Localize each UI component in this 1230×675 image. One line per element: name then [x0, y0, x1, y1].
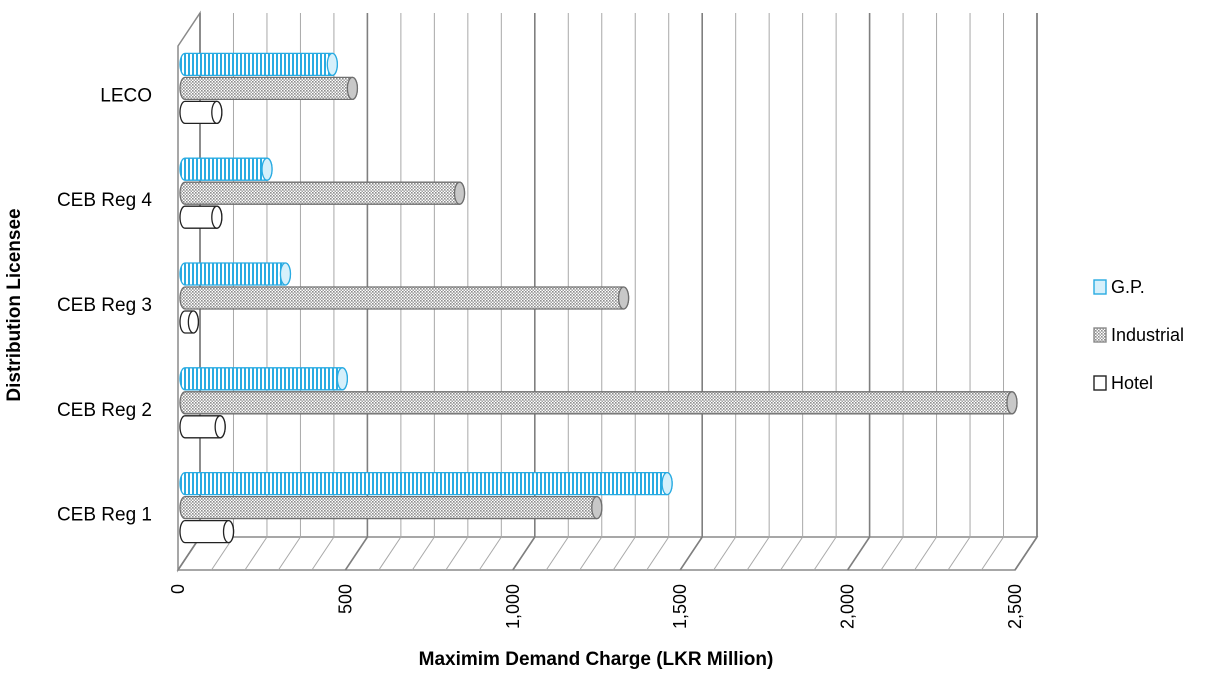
gridline-floor [813, 536, 837, 571]
legend-swatch [1093, 375, 1107, 391]
gridline-floor [880, 536, 904, 571]
category-label: CEB Reg 1 [57, 505, 152, 526]
gridline-floor [344, 536, 369, 571]
bar-industrial-ceb-reg-4 [179, 181, 466, 205]
bar-industrial-ceb-reg-2 [179, 391, 1018, 415]
bar-end-cap [279, 262, 292, 286]
gridline-floor [914, 536, 937, 571]
gridlines [177, 13, 1038, 571]
category-label: CEB Reg 4 [57, 190, 152, 211]
gridline-floor [445, 536, 469, 571]
bar-end-cap [261, 157, 273, 181]
gridline-floor [646, 536, 670, 571]
x-tick-label: 1,000 [503, 584, 523, 629]
x-tick-label: 500 [335, 584, 355, 614]
bar-g-p-ceb-reg-3 [179, 262, 292, 286]
legend: G.P. Industrial Hotel [1093, 277, 1184, 393]
gridline-floor [746, 536, 770, 571]
gridline-floor [278, 536, 301, 571]
bar-end-cap [222, 519, 235, 544]
gridline-floor [478, 536, 502, 571]
category-label: CEB Reg 2 [57, 400, 152, 421]
x-tick-label: 1,500 [670, 584, 690, 629]
bar-end-cap [453, 181, 466, 205]
category-label: CEB Reg 3 [57, 295, 152, 316]
floor [176, 536, 1039, 571]
legend-swatch [1093, 327, 1107, 343]
gridline-floor [713, 536, 737, 571]
gridline-floor [947, 536, 971, 571]
legend-label: Industrial [1111, 325, 1184, 345]
legend-label: G.P. [1111, 277, 1145, 297]
gridline-floor [846, 536, 871, 571]
legend-swatch [1093, 279, 1107, 295]
gridline-floor [545, 536, 569, 571]
bar-end-cap [661, 471, 673, 496]
gridline-floor [378, 536, 402, 571]
gridline-floor [411, 536, 435, 571]
bar-end-cap [214, 415, 226, 439]
y-axis-title: Distribution Licensee [4, 208, 25, 401]
gridline-floor [981, 536, 1004, 571]
gridline-floor [780, 536, 804, 571]
bar-g-p-leco [179, 52, 338, 77]
gridline-floor [512, 536, 536, 571]
bar-end-cap [211, 205, 223, 229]
category-labels: CEB Reg 1 CEB Reg 2 CEB Reg 3 CEB Reg 4 LECO [57, 85, 152, 525]
x-tick-label: 2,500 [1005, 584, 1025, 629]
legend-label: Hotel [1111, 373, 1153, 393]
bar-industrial-ceb-reg-1 [179, 495, 603, 520]
bar-end-cap [1006, 391, 1018, 415]
bar-end-cap [211, 100, 223, 125]
bar-industrial-ceb-reg-3 [179, 286, 630, 310]
x-tick-labels: 0 500 1,000 1,500 2,000 2,500 [168, 584, 1025, 629]
x-tick-label: 0 [168, 584, 188, 594]
gridline-floor [579, 536, 603, 571]
bar-end-cap [617, 286, 630, 310]
bar-g-p-ceb-reg-2 [179, 367, 348, 391]
bars-group [179, 52, 1018, 544]
bar-end-cap [346, 76, 359, 101]
bar-g-p-ceb-reg-1 [179, 471, 673, 496]
x-axis-title: Maximim Demand Charge (LKR Million) [419, 649, 774, 670]
bar-end-cap [336, 367, 349, 391]
x-tick-label: 2,000 [838, 584, 858, 629]
bar-end-cap [187, 310, 200, 334]
bar-end-cap [326, 52, 338, 77]
gridline-floor [244, 536, 268, 571]
bar-end-cap [591, 495, 603, 520]
category-label: LECO [100, 85, 152, 106]
bar-g-p-ceb-reg-4 [179, 157, 273, 181]
bar-industrial-leco [179, 76, 359, 101]
gridline-floor [612, 536, 636, 571]
gridline-floor [679, 536, 703, 571]
gridline-floor [1014, 536, 1038, 571]
gridline-floor [311, 536, 335, 571]
